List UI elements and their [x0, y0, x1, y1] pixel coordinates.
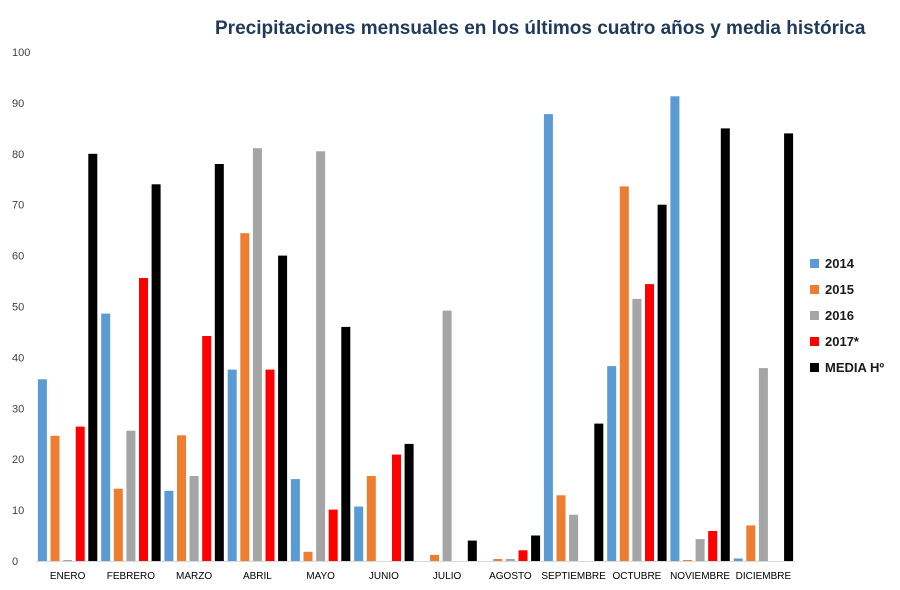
y-tick-label: 30	[12, 403, 24, 415]
bar-2015-octubre	[619, 186, 629, 561]
bar-2015-agosto	[493, 559, 503, 561]
bar-2014-diciembre	[733, 558, 743, 561]
bar-2017-abril	[265, 369, 275, 561]
bar-2014-enero	[37, 379, 47, 561]
bar-media-h-agosto	[531, 535, 541, 561]
bar-2014-abril	[227, 369, 237, 561]
x-category-label: MARZO	[176, 571, 212, 582]
legend-swatch	[810, 284, 819, 294]
bar-media-h-febrero	[151, 184, 161, 562]
y-tick-label: 0	[12, 556, 18, 568]
x-category-label: JUNIO	[369, 571, 399, 582]
bar-2016-abril	[252, 148, 262, 561]
legend-swatch	[810, 336, 819, 346]
x-category-label: DICIEMBRE	[736, 571, 792, 582]
bar-2015-junio	[366, 476, 376, 561]
bar-2016-mayo	[316, 151, 326, 562]
bar-media-h-junio	[404, 443, 414, 561]
legend-label: 2014	[825, 255, 854, 271]
bar-2017-junio	[392, 454, 401, 561]
bar-2015-febrero	[113, 488, 123, 561]
bar-2015-diciembre	[746, 525, 756, 561]
bar-media-h-marzo	[214, 164, 224, 561]
legend-label: MEDIA Hº	[825, 359, 885, 375]
x-category-label: FEBRERO	[107, 571, 156, 582]
bar-media-h-noviembre	[720, 128, 730, 561]
legend-label: 2016	[825, 307, 854, 323]
x-category-label: AGOSTO	[489, 571, 532, 582]
bar-2014-febrero	[101, 313, 111, 561]
legend-item: 2014	[810, 250, 900, 276]
x-category-label: OCTUBRE	[612, 571, 661, 582]
bar-media-h-mayo	[341, 326, 351, 561]
bar-2014-mayo	[290, 479, 300, 561]
bar-2017-octubre	[645, 284, 654, 561]
legend-item: MEDIA Hº	[810, 354, 900, 380]
legend-item: 2017*	[810, 328, 900, 354]
bar-2017-mayo	[328, 509, 338, 561]
bar-media-h-julio	[467, 540, 477, 561]
bar-2014-junio	[354, 506, 364, 561]
x-category-label: JULIO	[433, 571, 462, 582]
chart-legend: 2014 2015 2016 2017* MEDIA Hº	[810, 250, 900, 380]
y-tick-label: 50	[12, 302, 24, 314]
legend-swatch	[810, 258, 819, 268]
bar-2017-agosto	[518, 550, 528, 561]
bar-2016-septiembre	[569, 514, 579, 561]
bar-media-h-enero	[88, 153, 98, 562]
y-tick-label: 80	[12, 149, 24, 161]
bar-2015-noviembre	[683, 560, 692, 561]
bar-media-h-septiembre	[594, 423, 604, 561]
y-tick-label: 100	[12, 47, 30, 59]
bar-2014-noviembre	[670, 96, 680, 562]
x-category-label: ENERO	[50, 571, 86, 582]
bar-media-h-abril	[278, 255, 288, 561]
bar-2015-abril	[240, 233, 250, 561]
bar-2017-enero	[75, 426, 85, 561]
bar-media-h-diciembre	[784, 133, 794, 561]
bar-2016-octubre	[632, 298, 642, 561]
bar-2017-febrero	[139, 278, 148, 561]
x-category-label: ABRIL	[243, 571, 272, 582]
bar-2016-julio	[442, 310, 452, 561]
legend-swatch	[810, 362, 819, 372]
bar-2014-octubre	[607, 366, 617, 561]
bar-2016-enero	[63, 560, 73, 561]
y-tick-label: 70	[12, 200, 24, 212]
y-tick-label: 20	[12, 454, 24, 466]
bar-2016-noviembre	[695, 539, 705, 561]
legend-label: 2017*	[825, 333, 859, 349]
x-category-label: NOVIEMBRE	[670, 571, 730, 582]
legend-item: 2015	[810, 276, 900, 302]
bar-2014-septiembre	[543, 114, 553, 561]
y-tick-label: 60	[12, 251, 24, 263]
legend-item: 2016	[810, 302, 900, 328]
legend-label: 2015	[825, 281, 854, 297]
bar-2016-marzo	[189, 476, 199, 561]
bar-2017-marzo	[202, 336, 212, 561]
bar-2015-julio	[430, 554, 439, 561]
bar-2015-septiembre	[556, 495, 566, 561]
bar-2015-enero	[50, 435, 60, 561]
y-tick-label: 40	[12, 352, 24, 364]
bar-media-h-octubre	[657, 204, 667, 561]
bar-2015-mayo	[303, 551, 313, 561]
legend-swatch	[810, 310, 819, 320]
bar-2015-marzo	[177, 435, 186, 561]
bar-2016-agosto	[505, 559, 515, 561]
y-tick-label: 10	[12, 505, 24, 517]
bar-2016-diciembre	[758, 368, 768, 561]
bar-2016-febrero	[126, 430, 136, 561]
bar-2014-marzo	[164, 490, 174, 561]
x-category-label: MAYO	[306, 571, 335, 582]
bar-2017-noviembre	[708, 531, 718, 561]
x-category-label: SEPTIEMBRE	[541, 571, 606, 582]
chart-title: Precipitaciones mensuales en los últimos…	[215, 18, 866, 39]
y-tick-label: 90	[12, 98, 24, 110]
